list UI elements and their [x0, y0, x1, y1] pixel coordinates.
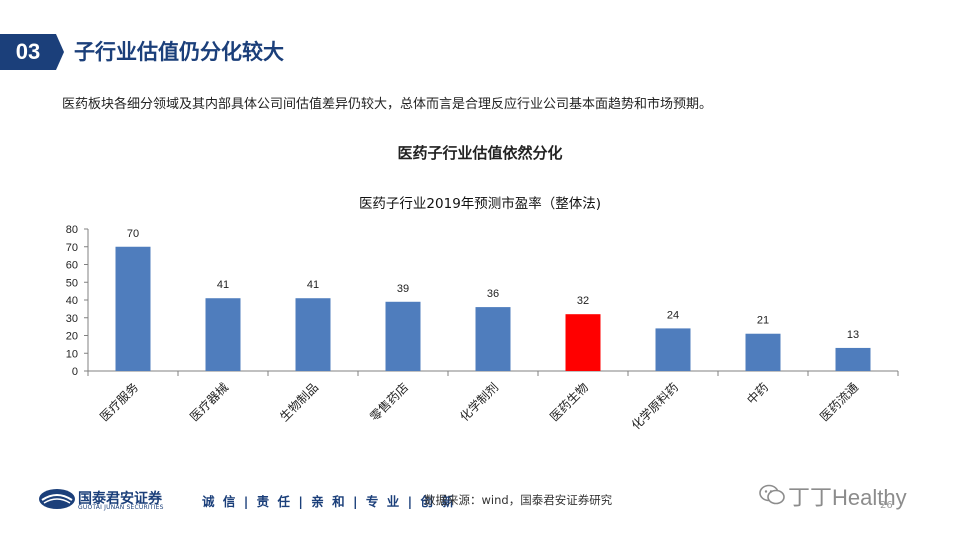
bar-零售药店: [385, 301, 421, 371]
x-tick-label: 生物制品: [277, 380, 321, 424]
x-tick-label: 医药生物: [547, 380, 591, 424]
section-number-badge: 03: [0, 34, 56, 70]
bar-化学原料药: [655, 328, 691, 371]
data-label: 70: [127, 228, 139, 240]
y-tick-label: 10: [66, 348, 78, 360]
section-title: 子行业估值仍分化较大: [74, 40, 284, 64]
page-number: 26: [880, 500, 893, 511]
bar-化学制剂: [475, 307, 511, 371]
bar-医药生物: [565, 314, 601, 371]
footer-company-name: 国泰君安证券: [78, 491, 162, 507]
bar-医疗器械: [205, 298, 241, 371]
data-label: 32: [577, 295, 589, 307]
y-tick-label: 0: [72, 366, 78, 378]
y-tick-label: 60: [66, 260, 78, 272]
data-label: 39: [397, 283, 409, 295]
y-tick-label: 50: [66, 277, 78, 289]
x-tick-label: 医疗服务: [97, 380, 142, 425]
bar-中药: [745, 333, 781, 371]
bar-医药流通: [835, 347, 871, 371]
data-label: 13: [847, 329, 859, 341]
data-label: 41: [307, 279, 319, 291]
data-label: 21: [757, 315, 769, 327]
data-label: 36: [487, 288, 499, 300]
y-tick-label: 80: [66, 224, 78, 236]
x-tick-label: 零售药店: [367, 380, 412, 425]
x-tick-label: 化学原料药: [628, 380, 681, 433]
chart-title: 医药子行业2019年预测市盈率（整体法): [358, 196, 602, 212]
y-tick-label: 20: [66, 331, 78, 343]
y-tick-label: 70: [66, 242, 78, 254]
slide-subtitle: 医药板块各细分领域及其内部具体公司间估值差异仍较大，总体而言是合理反应行业公司基…: [62, 97, 713, 112]
chart-heading: 医药子行业估值依然分化: [397, 144, 563, 162]
data-label: 24: [667, 309, 679, 321]
y-tick-label: 30: [66, 313, 78, 325]
x-tick-label: 中药: [744, 380, 772, 408]
bar-生物制品: [295, 298, 331, 371]
company-logo-icon: [39, 489, 75, 509]
section-badge-arrow: [56, 34, 64, 70]
data-source-note: 数据来源：wind，国泰君安证券研究: [424, 493, 613, 507]
footer-company-name-en: GUOTAI JUNAN SECURITIES: [78, 504, 164, 511]
x-tick-label: 医疗器械: [187, 380, 232, 425]
x-tick-label: 化学制剂: [457, 380, 502, 425]
x-tick-label: 医药流通: [817, 380, 861, 424]
data-label: 41: [217, 279, 229, 291]
footer-slogan: 诚 信 | 责 任 | 亲 和 | 专 业 | 创 新: [202, 494, 456, 509]
watermark-text: 丁丁Healthy: [788, 485, 907, 510]
wechat-icon: [759, 484, 785, 505]
bar-医疗服务: [115, 246, 151, 371]
y-tick-label: 40: [66, 295, 78, 307]
